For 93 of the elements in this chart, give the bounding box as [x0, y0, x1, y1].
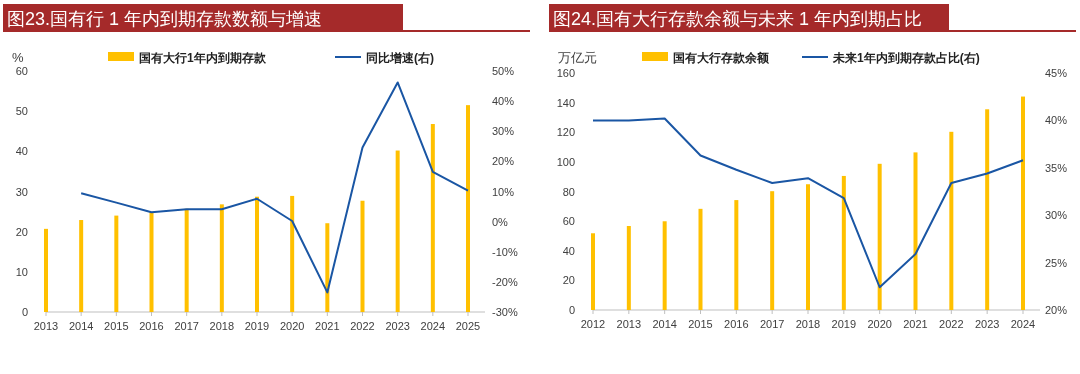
- x-tick-label: 2022: [939, 318, 964, 330]
- bar: [770, 191, 775, 310]
- chart-title: 图24.国有大行存款余额与未来 1 年内到期占比: [553, 9, 923, 29]
- bar: [734, 200, 739, 310]
- y-tick-label: 50: [15, 105, 28, 118]
- x-tick-label: 2018: [209, 320, 235, 332]
- y2-tick-label: 35%: [1045, 161, 1068, 174]
- y2-tick-label: -10%: [492, 245, 518, 258]
- x-tick-label: 2020: [279, 320, 305, 332]
- y-tick-label: 60: [15, 65, 28, 77]
- bar: [290, 195, 295, 312]
- y-tick-label: 30: [15, 185, 28, 198]
- y-tick-label: 40: [562, 244, 575, 257]
- bar: [626, 226, 631, 310]
- y-tick-label: 20: [562, 274, 575, 287]
- y2-tick-label: 30%: [492, 125, 515, 138]
- bar: [255, 196, 259, 312]
- line-series: [592, 117, 1024, 289]
- y2-tick-label: 10%: [492, 185, 515, 198]
- x-tick-label: 2021: [903, 318, 928, 330]
- x-tick-label: 2016: [139, 320, 164, 332]
- legend-label: 同比增速(右): [366, 50, 434, 65]
- x-tick-label: 2023: [385, 320, 410, 332]
- y-tick-label: 60: [562, 215, 575, 228]
- x-tick-label: 2019: [831, 318, 857, 330]
- bar: [114, 215, 119, 312]
- x-tick-label: 2017: [759, 318, 785, 330]
- x-tick-label: 2025: [455, 320, 481, 332]
- y-axis-title: %: [12, 50, 24, 65]
- bar: [841, 175, 846, 310]
- y2-tick-label: 45%: [1045, 67, 1068, 79]
- y2-tick-label: 50%: [492, 65, 515, 77]
- bar: [184, 208, 189, 312]
- bar: [662, 221, 667, 310]
- x-tick-label: 2012: [580, 318, 606, 330]
- bar: [79, 220, 84, 312]
- legend-label: 国有大行存款余额: [673, 50, 770, 65]
- y2-tick-label: 20%: [1045, 304, 1068, 316]
- y-tick-label: 40: [15, 145, 28, 158]
- x-tick-label: 2022: [350, 320, 375, 332]
- legend-label: 未来1年内到期存款占比(右): [832, 50, 980, 65]
- x-tick-label: 2013: [616, 318, 642, 330]
- x-tick-label: 2015: [104, 320, 129, 332]
- x-tick-label: 2024: [1010, 318, 1036, 330]
- x-tick-label: 2018: [795, 318, 821, 330]
- x-tick-label: 2020: [867, 318, 892, 330]
- y-tick-label: 0: [568, 304, 575, 316]
- bar: [985, 109, 990, 310]
- x-tick-label: 2024: [420, 320, 446, 332]
- bar: [395, 150, 400, 312]
- y2-tick-label: 0%: [492, 215, 509, 228]
- y-tick-label: 140: [556, 96, 575, 109]
- y-axis-title: 万亿元: [558, 50, 597, 65]
- y2-tick-label: 40%: [1045, 114, 1068, 127]
- chart-title: 图23.国有行 1 年内到期存款数额与增速: [7, 9, 323, 29]
- x-tick-label: 2019: [244, 320, 270, 332]
- y2-tick-label: -30%: [492, 306, 518, 318]
- y-tick-label: 160: [556, 67, 575, 79]
- x-tick-label: 2014: [652, 318, 677, 330]
- bar: [698, 208, 703, 310]
- y2-tick-label: 20%: [492, 155, 515, 168]
- bar: [949, 131, 954, 310]
- line-series: [80, 81, 469, 294]
- y-tick-label: 100: [556, 155, 575, 168]
- legend-label: 国有大行1年内到期存款: [139, 50, 267, 65]
- y2-tick-label: 40%: [492, 95, 515, 108]
- x-tick-label: 2013: [33, 320, 59, 332]
- bar: [44, 228, 48, 312]
- x-tick-label: 2016: [724, 318, 749, 330]
- bar: [806, 184, 810, 310]
- bar: [149, 211, 154, 312]
- bar: [219, 204, 224, 312]
- x-tick-label: 2014: [68, 320, 94, 332]
- y2-tick-label: -20%: [492, 275, 518, 288]
- x-tick-label: 2017: [174, 320, 199, 332]
- y2-tick-label: 30%: [1045, 209, 1068, 222]
- y2-tick-label: 25%: [1045, 256, 1068, 269]
- bar: [877, 163, 882, 310]
- bar: [430, 124, 435, 312]
- bar: [1021, 96, 1025, 310]
- y-tick-label: 80: [562, 185, 575, 198]
- bar: [360, 200, 365, 312]
- x-tick-label: 2023: [974, 318, 1000, 330]
- y-tick-label: 120: [556, 126, 575, 139]
- bar: [325, 223, 330, 312]
- y-tick-label: 0: [21, 306, 28, 318]
- x-tick-label: 2015: [688, 318, 713, 330]
- bar: [913, 152, 918, 310]
- y-tick-label: 20: [15, 225, 28, 238]
- y-tick-label: 10: [15, 265, 28, 278]
- bar: [591, 233, 595, 310]
- bar: [466, 105, 470, 312]
- x-tick-label: 2021: [315, 320, 340, 332]
